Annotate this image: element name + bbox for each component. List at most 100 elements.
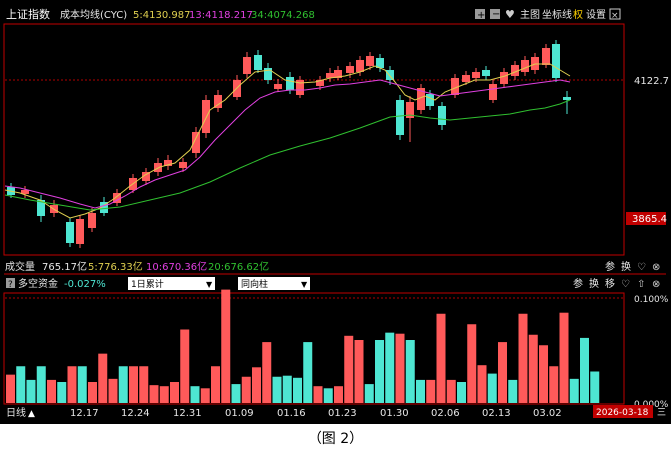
candle-7 xyxy=(100,197,108,216)
capital-value: -0.027% xyxy=(64,279,106,290)
bar-style-select-value: 同向柱 xyxy=(241,278,268,290)
candle-body xyxy=(76,219,84,244)
capital-header: ? 多空资金 -0.027% 1日累计 ▼ 同向柱 ▼ 参 换 移 ♡ ⇧ ⊗ xyxy=(6,277,660,290)
price-label-low-box xyxy=(626,212,666,225)
chart-header: 上证指数 成本均线(CYC) 5:4130.987 13:4118.217 34… xyxy=(6,7,621,21)
candle-26 xyxy=(334,66,342,80)
capital-bar-16 xyxy=(170,382,179,403)
capital-bar-41 xyxy=(426,379,436,403)
index-name[interactable]: 上证指数 xyxy=(6,7,50,21)
volume-title[interactable]: 成交量 xyxy=(5,260,35,273)
volume-param-button[interactable]: 参 xyxy=(605,260,615,273)
candle-41 xyxy=(489,80,497,103)
candle-body xyxy=(376,58,384,68)
candle-body xyxy=(489,84,497,100)
date-tick-label: 01.16 xyxy=(277,408,306,419)
candle-19 xyxy=(254,50,262,73)
ma34-line xyxy=(4,99,571,211)
capital-bar-21 xyxy=(221,289,231,403)
capital-bar-31 xyxy=(323,388,333,403)
capital-bar-49 xyxy=(508,379,518,403)
rights-button[interactable]: 权 xyxy=(573,8,583,21)
candle-4 xyxy=(66,218,74,247)
candle-23 xyxy=(296,76,304,98)
close-icon[interactable]: ⊗ xyxy=(652,279,660,290)
heart-icon[interactable]: ♡ xyxy=(637,262,646,273)
date-tick-label: 12.24 xyxy=(121,408,150,419)
candle-body xyxy=(426,94,434,106)
capital-bar-series xyxy=(6,289,600,403)
candle-body xyxy=(192,132,200,153)
help-icon[interactable] xyxy=(6,278,15,288)
volume-row: 成交量 765.17亿 5:776.33亿 10:670.36亿 20:676.… xyxy=(5,260,660,273)
minus-icon[interactable] xyxy=(490,9,500,19)
heart-icon[interactable]: ♡ xyxy=(621,279,630,290)
candlestick-series xyxy=(7,40,571,248)
candle-body xyxy=(472,72,480,78)
candle-body xyxy=(366,56,374,66)
capital-bar-32 xyxy=(334,386,343,403)
capital-bar-22 xyxy=(231,384,241,403)
candle-25 xyxy=(326,68,334,82)
date-tick-label: 12.17 xyxy=(70,408,99,419)
main-chart-button[interactable]: 主图 xyxy=(520,9,540,21)
axis-line-button[interactable]: 坐标线 xyxy=(542,8,572,21)
capital-bar-56 xyxy=(580,337,589,403)
candle-body xyxy=(542,48,550,65)
indicator-name[interactable]: 成本均线(CYC) xyxy=(60,8,127,21)
ma13-line xyxy=(4,79,571,209)
capital-bar-4 xyxy=(47,379,56,403)
candle-1 xyxy=(21,186,29,198)
period-button[interactable]: 日线 xyxy=(6,406,26,419)
plus-icon[interactable] xyxy=(475,9,485,19)
close-icon[interactable] xyxy=(609,8,621,20)
capital-bar-39 xyxy=(405,340,415,403)
close-icon[interactable]: ⊗ xyxy=(652,262,660,273)
candle-body xyxy=(417,88,425,110)
minus-icon-glyph: − xyxy=(492,9,500,20)
candle-10 xyxy=(142,168,150,185)
period-up-arrow-icon[interactable]: ▲ xyxy=(28,409,35,419)
candle-27 xyxy=(346,62,354,78)
candle-body xyxy=(243,57,251,74)
capital-bar-7 xyxy=(77,366,87,403)
candle-body xyxy=(316,80,324,86)
capital-bar-52 xyxy=(539,345,548,403)
candle-body xyxy=(334,70,342,78)
ma13-readout: 13:4118.217 xyxy=(189,10,253,21)
capital-bar-11 xyxy=(118,366,128,403)
candle-body xyxy=(356,60,364,72)
bar-style-select[interactable] xyxy=(238,277,310,290)
capital-move-button[interactable]: 移 xyxy=(605,277,615,290)
candle-21 xyxy=(274,79,282,92)
candle-28 xyxy=(356,56,364,76)
ma34-readout: 34:4074.268 xyxy=(251,10,315,21)
capital-bar-29 xyxy=(303,342,313,403)
capital-bar-26 xyxy=(272,376,282,403)
date-tick-label: 02.13 xyxy=(482,408,511,419)
volume-switch-button[interactable]: 换 xyxy=(621,260,631,273)
settings-button[interactable]: 设置 xyxy=(586,9,606,21)
date-tick-label: 01.09 xyxy=(225,408,254,419)
capital-bar-45 xyxy=(467,324,477,403)
capital-param-button[interactable]: 参 xyxy=(573,277,583,290)
capital-bar-38 xyxy=(395,333,405,403)
candle-11 xyxy=(154,158,162,176)
date-tick-label: 12.31 xyxy=(173,408,202,419)
accumulate-select[interactable] xyxy=(128,277,215,290)
capital-switch-button[interactable]: 换 xyxy=(589,277,599,290)
candle-body xyxy=(521,60,529,72)
capital-bar-10 xyxy=(108,378,118,403)
up-arrow-icon[interactable]: ⇧ xyxy=(637,279,645,290)
capital-bar-25 xyxy=(262,342,272,403)
candle-47 xyxy=(552,40,560,82)
capital-title[interactable]: 多空资金 xyxy=(18,277,58,290)
candle-33 xyxy=(406,96,414,142)
heart-icon[interactable]: ♥ xyxy=(505,8,515,21)
capital-bar-15 xyxy=(159,386,169,403)
candle-body xyxy=(451,78,459,95)
capital-bar-24 xyxy=(252,367,261,403)
candle-body xyxy=(462,75,470,82)
ma5-readout: 5:4130.987 xyxy=(133,10,190,21)
capital-bar-14 xyxy=(149,385,159,403)
